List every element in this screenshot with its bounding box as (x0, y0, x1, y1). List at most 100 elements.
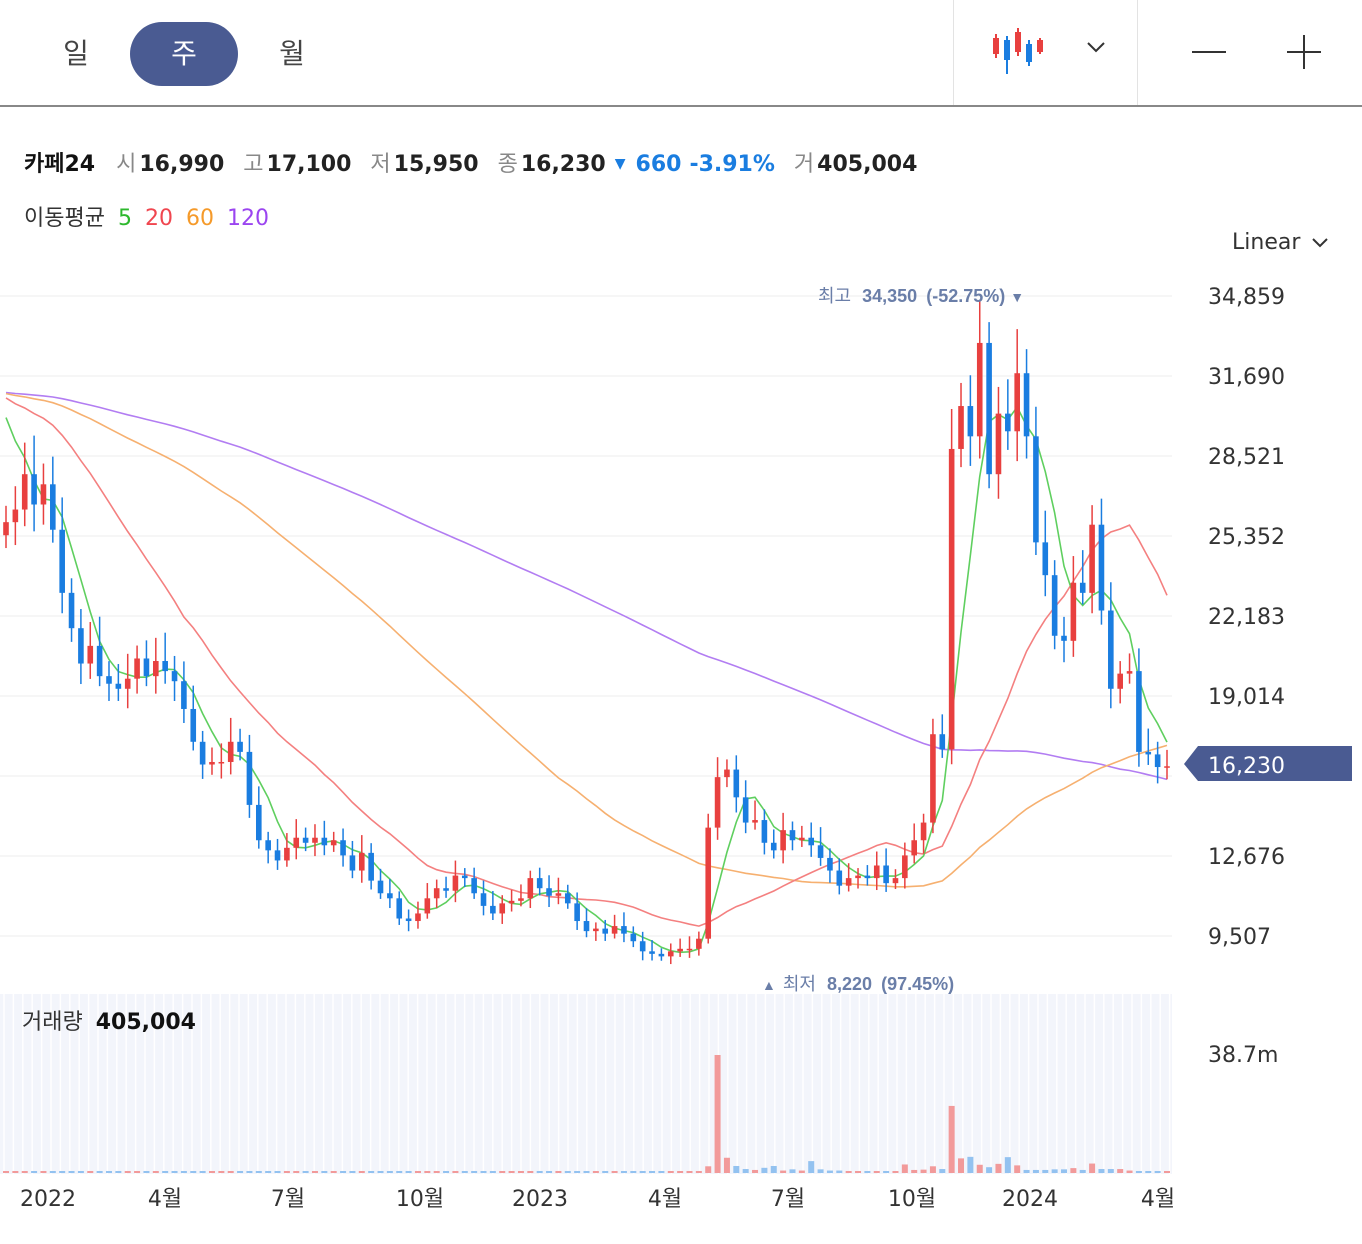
candle (1098, 498, 1105, 625)
candle-body (958, 406, 964, 449)
ma-60[interactable]: 60 (185, 206, 214, 231)
candle-body (714, 777, 721, 828)
candle-body (1061, 635, 1067, 641)
volume-bar (218, 1171, 225, 1173)
volume-bar (639, 1171, 646, 1173)
candle (1061, 616, 1067, 663)
candle-body (527, 878, 534, 899)
candle (836, 858, 843, 895)
volume-bar (883, 1171, 890, 1173)
candle-body (593, 928, 599, 932)
volume-bar (265, 1171, 272, 1173)
volume-bar (592, 1171, 599, 1173)
ma-20[interactable]: 20 (144, 206, 173, 231)
candle-body (733, 769, 740, 798)
candle-body (1098, 524, 1105, 611)
volume-bar (330, 1171, 337, 1173)
volume-bar (321, 1171, 328, 1173)
volume-bar (695, 1171, 702, 1173)
y-tick-label: 28,521 (1208, 445, 1285, 470)
candle-body (948, 448, 955, 750)
volume-value: 405,004 (817, 152, 918, 177)
volume-bar (555, 1171, 562, 1173)
volume-bar (59, 1171, 66, 1173)
toolbar-divider (953, 0, 954, 105)
ma-label: 이동평균 (24, 206, 105, 231)
volume-bar (1145, 1171, 1152, 1173)
candle-body (1014, 373, 1020, 432)
zoom-in-button[interactable] (1255, 0, 1355, 105)
tab-daily[interactable]: 일 (63, 37, 89, 70)
candle-body (939, 734, 946, 750)
candle (958, 382, 964, 468)
tab-monthly[interactable]: 월 (279, 37, 305, 70)
candle (902, 842, 908, 889)
candle-body (246, 751, 253, 805)
candle (31, 435, 37, 532)
candle-body (827, 857, 833, 871)
candle (621, 912, 627, 943)
ma-5[interactable]: 5 (117, 206, 132, 231)
candle-body (490, 905, 496, 914)
candle-body (902, 855, 908, 879)
candle-body (284, 847, 290, 861)
candle (696, 931, 702, 956)
candle (461, 868, 468, 888)
candle-body (789, 830, 796, 841)
volume-bar (958, 1158, 965, 1173)
candle (911, 823, 918, 864)
candle (883, 848, 889, 892)
scale-dropdown[interactable]: Linear (1232, 230, 1329, 255)
ma-120[interactable]: 120 (226, 206, 269, 231)
candle (1136, 648, 1142, 767)
candle (293, 819, 300, 860)
candle-body (377, 880, 384, 894)
ma-60-line (5, 392, 1168, 888)
candle-body (799, 837, 805, 841)
candle-body (181, 681, 187, 709)
chart-toolbar: 일 주 월 (0, 0, 1362, 107)
candle-body (1042, 542, 1049, 576)
candle (358, 835, 365, 883)
candle (1154, 741, 1161, 784)
candle-body (574, 903, 580, 922)
volume-bar (461, 1171, 468, 1173)
candle-body (1089, 524, 1095, 593)
close-label: 종 (497, 152, 518, 177)
candle (134, 645, 140, 694)
candle (490, 891, 496, 921)
candle-body (770, 842, 777, 851)
volume-bar (845, 1171, 852, 1173)
candle (780, 812, 786, 864)
volume-bar (527, 1171, 534, 1173)
volume-bar (864, 1171, 871, 1173)
candle (536, 867, 543, 896)
volume-bar (1070, 1168, 1077, 1173)
y-tick-label: 12,676 (1208, 845, 1285, 870)
zoom-out-button[interactable] (1160, 0, 1260, 105)
volume-bar (68, 1171, 75, 1173)
candle (770, 829, 777, 859)
candle (1145, 728, 1152, 765)
chevron-down-icon (1312, 238, 1329, 248)
candle-body (724, 769, 730, 778)
candle (677, 938, 683, 957)
candle (143, 640, 150, 687)
volume-bar (283, 1171, 290, 1173)
volume-bar (1042, 1169, 1049, 1173)
y-axis-labels: 34,859 31,690 28,521 25,352 22,183 19,014 12,6… (1208, 285, 1285, 950)
candle (808, 822, 815, 857)
candle-body (1126, 671, 1133, 674)
candle (864, 865, 871, 886)
candle-body (433, 888, 440, 899)
volume-bar (911, 1169, 918, 1173)
chart-type-select[interactable] (955, 0, 1137, 105)
candle (59, 497, 65, 614)
candle (930, 718, 936, 834)
plus-icon (1287, 35, 1321, 69)
candle (227, 717, 234, 775)
candle-body (649, 951, 655, 954)
candle (508, 889, 515, 912)
tab-weekly[interactable]: 주 (130, 22, 238, 86)
